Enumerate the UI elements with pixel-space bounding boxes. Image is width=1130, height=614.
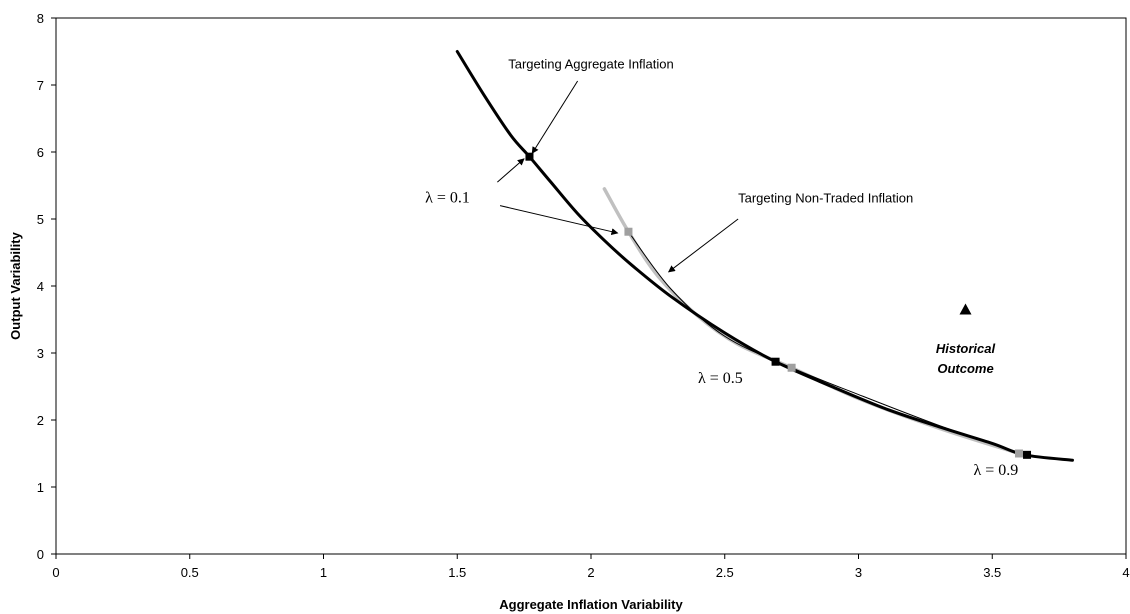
annotation-arrow-nontraded-arrow xyxy=(668,218,739,273)
annotation-historical-2: Outcome xyxy=(937,361,993,376)
x-axis-title: Aggregate Inflation Variability xyxy=(499,597,683,612)
y-tick-label: 8 xyxy=(37,11,44,26)
data-point-marker xyxy=(525,152,534,161)
x-tick-label: 3 xyxy=(855,565,862,580)
x-tick-label: 3.5 xyxy=(983,565,1001,580)
annotation-arrow-lambda01-to-agg xyxy=(497,158,525,183)
annotation-agg-label: Targeting Aggregate Inflation xyxy=(508,56,674,71)
y-tick-label: 1 xyxy=(37,480,44,495)
data-point-marker xyxy=(1015,449,1023,458)
annotation-nontraded-label: Targeting Non-Traded Inflation xyxy=(738,190,913,205)
x-tick-label: 0 xyxy=(52,565,59,580)
y-tick-label: 6 xyxy=(37,145,44,160)
y-tick-label: 5 xyxy=(37,212,44,227)
data-point-marker xyxy=(787,363,796,372)
x-tick-label: 1.5 xyxy=(448,565,466,580)
annotation-arrow-agg-arrow xyxy=(531,80,579,154)
x-tick-label: 2 xyxy=(587,565,594,580)
arrow-layer xyxy=(497,80,739,273)
annotation-lambda-05: λ = 0.5 xyxy=(698,370,743,387)
data-point-marker xyxy=(1023,450,1032,459)
annotation-layer: Targeting Aggregate Inflation Targeting N… xyxy=(425,56,1018,479)
y-tick-label: 3 xyxy=(37,346,44,361)
annotation-historical-1: Historical xyxy=(936,341,996,356)
x-tick-label: 4 xyxy=(1122,565,1129,580)
annotation-lambda-01: λ = 0.1 xyxy=(425,189,470,206)
y-tick-label: 7 xyxy=(37,78,44,93)
data-point-marker xyxy=(624,227,633,236)
x-tick-label: 1 xyxy=(320,565,327,580)
y-tick-label: 2 xyxy=(37,413,44,428)
y-tick-label: 4 xyxy=(37,279,44,294)
data-point-marker xyxy=(771,357,780,366)
plot-area xyxy=(55,17,1127,555)
y-axis-title: Output Variability xyxy=(8,231,23,339)
x-tick-label: 0.5 xyxy=(181,565,199,580)
annotation-arrow-lambda01-to-nt xyxy=(499,205,619,236)
axes-layer: 0 0.5 1 1.5 2 2.5 3 3.5 4 0 1 2 3 4 5 6 7 8 xyxy=(37,11,1130,580)
x-tick-label: 2.5 xyxy=(716,565,734,580)
marker-layer xyxy=(525,152,1032,459)
series-line-aggregate xyxy=(455,50,1074,462)
historical-outcome-marker xyxy=(959,303,972,315)
y-tick-label: 0 xyxy=(37,547,44,562)
annotation-lambda-09: λ = 0.9 xyxy=(974,462,1019,479)
